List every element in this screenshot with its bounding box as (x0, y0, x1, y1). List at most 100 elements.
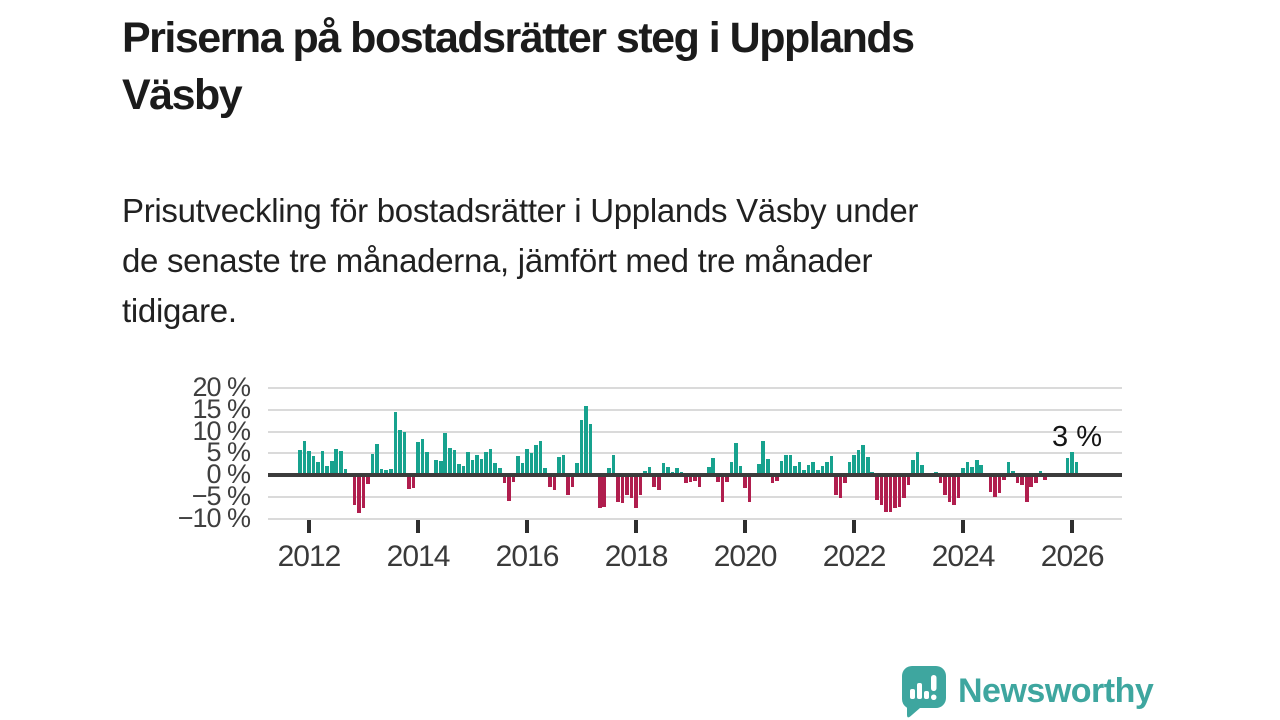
price-change-bar (1029, 475, 1034, 487)
price-change-bar (756, 463, 761, 475)
price-change-bar (507, 475, 511, 502)
price-change-bar (1020, 475, 1024, 485)
price-change-bar (847, 461, 852, 475)
price-change-bar (443, 432, 448, 475)
price-change-bar (829, 455, 834, 475)
price-change-bar (461, 465, 466, 475)
x-axis-tick (743, 520, 748, 533)
price-change-bar (379, 468, 384, 475)
price-change-bar (1024, 475, 1029, 502)
price-change-bar (974, 459, 979, 475)
price-change-bar (1070, 452, 1074, 475)
price-change-bar (725, 475, 729, 483)
price-change-bar (834, 475, 838, 495)
price-change-bar (820, 466, 825, 475)
gridline (268, 495, 1122, 498)
price-change-bar (861, 444, 865, 475)
price-change-bar (616, 475, 620, 502)
y-axis-label: 0 % (206, 459, 251, 489)
price-change-bar (552, 475, 557, 490)
x-axis-label: 2026 (1040, 540, 1105, 573)
x-axis-tick (525, 520, 530, 533)
price-change-bar (697, 475, 702, 487)
price-change-bar (357, 475, 361, 513)
price-change-bar (793, 465, 797, 475)
price-change-bar (902, 475, 906, 499)
price-change-bar (457, 463, 461, 475)
price-change-bar (488, 449, 493, 475)
y-axis-label: −5 % (191, 480, 251, 511)
price-change-bar (1074, 461, 1079, 475)
price-change-bar (343, 469, 348, 475)
price-change-bar (575, 463, 579, 475)
price-change-bar (311, 455, 316, 475)
price-change-bar (888, 475, 893, 512)
price-change-bar (911, 459, 915, 475)
price-change-bar (420, 438, 425, 475)
price-change-bar (688, 475, 693, 482)
y-axis-label: 5 % (206, 437, 251, 468)
price-change-bar (770, 475, 775, 484)
price-change-bar (765, 458, 770, 475)
x-axis-tick (416, 520, 421, 533)
price-change-bar (1006, 461, 1011, 475)
x-axis-tick (634, 520, 639, 533)
price-change-bar (811, 461, 816, 475)
price-change-bar (634, 475, 638, 509)
x-axis-label: 2020 (713, 540, 778, 573)
price-change-bar (416, 441, 420, 475)
price-change-bar (675, 468, 679, 475)
price-change-bar (938, 475, 943, 484)
subtitle-line-3: tidigare. (122, 292, 237, 329)
price-change-bar (802, 469, 806, 475)
price-change-bar (434, 459, 438, 475)
price-change-bar (566, 475, 570, 495)
price-change-bar (307, 450, 311, 475)
price-change-bar (497, 468, 502, 475)
price-change-bar (788, 454, 793, 475)
speech-bubble-bar-chart-icon (901, 666, 946, 718)
price-change-bar (693, 475, 697, 482)
price-change-bar (597, 475, 602, 509)
price-change-bar (843, 475, 847, 484)
price-change-bar (557, 456, 561, 475)
price-change-bar (815, 469, 820, 475)
price-change-bar (647, 466, 652, 475)
price-change-bar (334, 449, 339, 475)
price-change-bar (666, 466, 670, 475)
price-change-bar (629, 475, 634, 499)
price-change-bar (1034, 475, 1038, 484)
price-change-bar (579, 419, 584, 475)
price-change-bar (761, 441, 766, 475)
price-change-bar (511, 475, 516, 482)
price-change-bar (588, 424, 593, 475)
x-axis-tick (307, 520, 311, 533)
price-change-bar (584, 406, 588, 475)
price-change-bar (997, 475, 1002, 494)
price-change-bar (611, 454, 616, 475)
price-change-bar (516, 455, 520, 475)
price-change-bar (706, 466, 711, 475)
newsworthy-logo: Newsworthy (898, 664, 1154, 718)
price-change-bar (970, 466, 974, 475)
price-change-bar (1015, 475, 1020, 484)
price-change-bar (570, 475, 575, 487)
gridline (268, 408, 1122, 411)
price-change-bar (1043, 475, 1047, 481)
price-change-bar (661, 463, 666, 475)
price-change-bar (393, 411, 398, 475)
price-change-bar (493, 463, 498, 475)
price-change-bar (920, 464, 925, 475)
chart-description: Prisutveckling för bostadsrätter i Uppla… (122, 186, 1142, 336)
page-title: Priserna på bostadsrätter steg i Uppland… (122, 10, 1182, 124)
x-axis-label: 2014 (386, 540, 451, 573)
price-change-bar (452, 449, 457, 475)
price-change-bar (602, 475, 607, 507)
price-change-bar (1065, 458, 1070, 475)
x-axis-label: 2012 (277, 540, 342, 573)
price-change-bar (520, 463, 525, 475)
price-change-bar (884, 475, 888, 512)
gridline (268, 430, 1122, 433)
gridline (268, 452, 1122, 455)
